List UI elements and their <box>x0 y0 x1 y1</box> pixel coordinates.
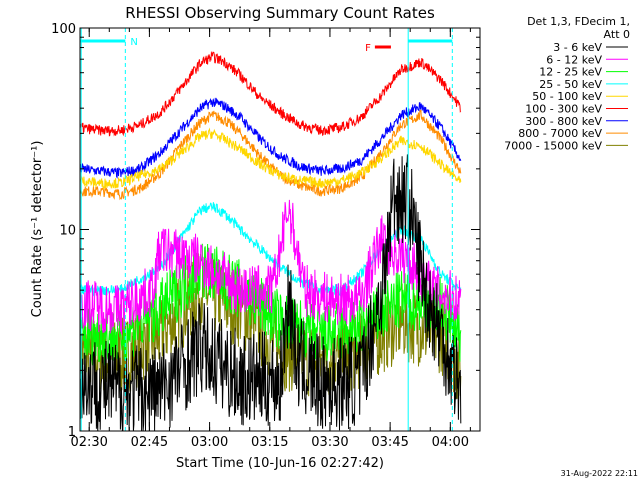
axis-layer: 02:30 02:45 03:00 03:15 03:30 03:45 04:00 1 10 10… <box>51 22 480 450</box>
legend-label-7: 800 - 7000 keV <box>518 127 602 140</box>
legend-header-line-1: Det 1,3, FDecim 1, <box>527 15 630 28</box>
x-tick-label-4: 03:30 <box>311 435 348 450</box>
legend-label-3: 25 - 50 keV <box>539 78 602 91</box>
y-axis-label: Count Rate (s⁻¹ detector⁻¹) <box>30 141 45 318</box>
x-tick-label-2: 03:00 <box>191 435 228 450</box>
x-tick-label-1: 02:45 <box>131 435 168 450</box>
legend-label-4: 50 - 100 keV <box>532 90 602 103</box>
state-label-0: N <box>130 37 137 48</box>
x-tick-label-3: 03:15 <box>251 435 288 450</box>
legend-label-1: 6 - 12 keV <box>546 53 602 66</box>
legend-label-5: 100 - 300 keV <box>525 103 602 116</box>
chart-title: RHESSI Observing Summary Count Rates <box>125 4 435 22</box>
x-tick-label-0: 02:30 <box>70 435 107 450</box>
legend-label-6: 300 - 800 keV <box>525 115 602 128</box>
y-tick-label-2: 100 <box>51 22 76 37</box>
series-line-0 <box>79 154 462 432</box>
legend-label-8: 7000 - 15000 keV <box>504 139 602 152</box>
series-line-6 <box>79 97 462 179</box>
generated-timestamp: 31-Aug-2022 22:11 <box>561 469 638 478</box>
series-line-2 <box>79 243 462 366</box>
y-tick-label-1: 10 <box>59 224 76 239</box>
legend-label-2: 12 - 25 keV <box>539 66 602 79</box>
legend-label-0: 3 - 6 keV <box>553 41 602 54</box>
y-tick-label-0: 1 <box>68 425 76 440</box>
x-axis-label: Start Time (10-Jun-16 02:27:42) <box>176 456 384 471</box>
state-label-1: F <box>365 43 371 54</box>
series-line-4 <box>79 127 462 190</box>
x-tick-label-6: 04:00 <box>432 435 469 450</box>
x-tick-label-5: 03:45 <box>371 435 408 450</box>
series-line-1 <box>79 199 462 335</box>
series-line-5 <box>79 50 462 137</box>
series-layer <box>79 50 462 432</box>
legend-header-line-2: Att 0 <box>604 28 630 41</box>
